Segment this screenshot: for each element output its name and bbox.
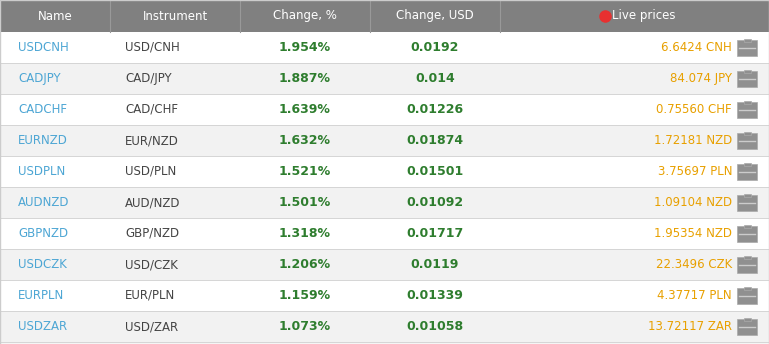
Text: USD/ZAR: USD/ZAR	[125, 320, 178, 333]
Text: 0.01339: 0.01339	[407, 289, 464, 302]
Text: 0.75560 CHF: 0.75560 CHF	[657, 103, 732, 116]
Bar	[0, 280, 769, 311]
Text: Change, USD: Change, USD	[396, 10, 474, 22]
Text: EUR/PLN: EUR/PLN	[125, 289, 175, 302]
Bar	[744, 131, 751, 135]
Text: AUD/NZD: AUD/NZD	[125, 196, 181, 209]
Bar	[744, 256, 751, 258]
Text: 1.09104 NZD: 1.09104 NZD	[654, 196, 732, 209]
Bar	[0, 32, 769, 63]
Bar	[0, 125, 769, 156]
Text: 1.639%: 1.639%	[279, 103, 331, 116]
Text: 3.75697 PLN: 3.75697 PLN	[657, 165, 732, 178]
Text: 4.37717 PLN: 4.37717 PLN	[657, 289, 732, 302]
Text: Name: Name	[38, 10, 72, 22]
Bar	[0, 249, 769, 280]
Text: 1.521%: 1.521%	[279, 165, 331, 178]
Text: EUR/NZD: EUR/NZD	[125, 134, 179, 147]
Text: 22.3496 CZK: 22.3496 CZK	[656, 258, 732, 271]
Bar	[744, 162, 751, 165]
Text: 1.632%: 1.632%	[279, 134, 331, 147]
Text: USDCNH: USDCNH	[18, 41, 68, 54]
Bar	[744, 69, 751, 73]
Bar	[744, 193, 751, 196]
Text: GBP/NZD: GBP/NZD	[125, 227, 179, 240]
Bar	[744, 225, 751, 227]
Text: 0.014: 0.014	[415, 72, 455, 85]
Bar	[737, 226, 757, 241]
Bar	[0, 311, 769, 342]
Text: 0.01058: 0.01058	[407, 320, 464, 333]
Text: 0.01874: 0.01874	[407, 134, 464, 147]
Text: GBPNZD: GBPNZD	[18, 227, 68, 240]
Text: USDZAR: USDZAR	[18, 320, 67, 333]
Bar	[737, 194, 757, 211]
Text: 1.206%: 1.206%	[279, 258, 331, 271]
Text: 1.887%: 1.887%	[279, 72, 331, 85]
Bar	[737, 71, 757, 86]
Text: 1.159%: 1.159%	[279, 289, 331, 302]
Text: AUDNZD: AUDNZD	[18, 196, 69, 209]
Bar	[737, 319, 757, 334]
Bar	[0, 94, 769, 125]
Text: CAD/CHF: CAD/CHF	[125, 103, 178, 116]
Text: 1.073%: 1.073%	[279, 320, 331, 333]
Text: USDPLN: USDPLN	[18, 165, 65, 178]
Text: Instrument: Instrument	[142, 10, 208, 22]
Text: USD/CNH: USD/CNH	[125, 41, 180, 54]
Text: EURNZD: EURNZD	[18, 134, 68, 147]
Bar	[737, 40, 757, 55]
Text: 1.954%: 1.954%	[279, 41, 331, 54]
Text: USDCZK: USDCZK	[18, 258, 67, 271]
Bar	[737, 288, 757, 303]
Text: USD/CZK: USD/CZK	[125, 258, 178, 271]
Text: 1.95354 NZD: 1.95354 NZD	[654, 227, 732, 240]
Bar	[744, 100, 751, 104]
Text: 6.6424 CNH: 6.6424 CNH	[661, 41, 732, 54]
Text: 0.01717: 0.01717	[406, 227, 464, 240]
Text: EURPLN: EURPLN	[18, 289, 65, 302]
Bar	[737, 101, 757, 118]
Text: USD/PLN: USD/PLN	[125, 165, 176, 178]
Text: 0.01092: 0.01092	[407, 196, 464, 209]
Text: 0.0119: 0.0119	[411, 258, 459, 271]
Text: Live prices: Live prices	[612, 10, 676, 22]
Text: 0.01501: 0.01501	[406, 165, 464, 178]
Bar	[744, 287, 751, 290]
Bar	[0, 218, 769, 249]
Bar	[0, 187, 769, 218]
Bar	[737, 163, 757, 180]
Text: CADCHF: CADCHF	[18, 103, 67, 116]
Text: 84.074 JPY: 84.074 JPY	[670, 72, 732, 85]
Text: 1.318%: 1.318%	[279, 227, 331, 240]
Text: 0.0192: 0.0192	[411, 41, 459, 54]
Text: 1.501%: 1.501%	[279, 196, 331, 209]
Bar	[744, 318, 751, 321]
Text: CAD/JPY: CAD/JPY	[125, 72, 171, 85]
Text: CADJPY: CADJPY	[18, 72, 61, 85]
Bar	[0, 63, 769, 94]
Bar	[737, 257, 757, 272]
Bar	[744, 39, 751, 42]
Bar	[0, 0, 769, 32]
Bar	[0, 156, 769, 187]
Text: 0.01226: 0.01226	[407, 103, 464, 116]
Bar	[737, 132, 757, 149]
Text: 1.72181 NZD: 1.72181 NZD	[654, 134, 732, 147]
Text: 13.72117 ZAR: 13.72117 ZAR	[648, 320, 732, 333]
Text: Change, %: Change, %	[273, 10, 337, 22]
